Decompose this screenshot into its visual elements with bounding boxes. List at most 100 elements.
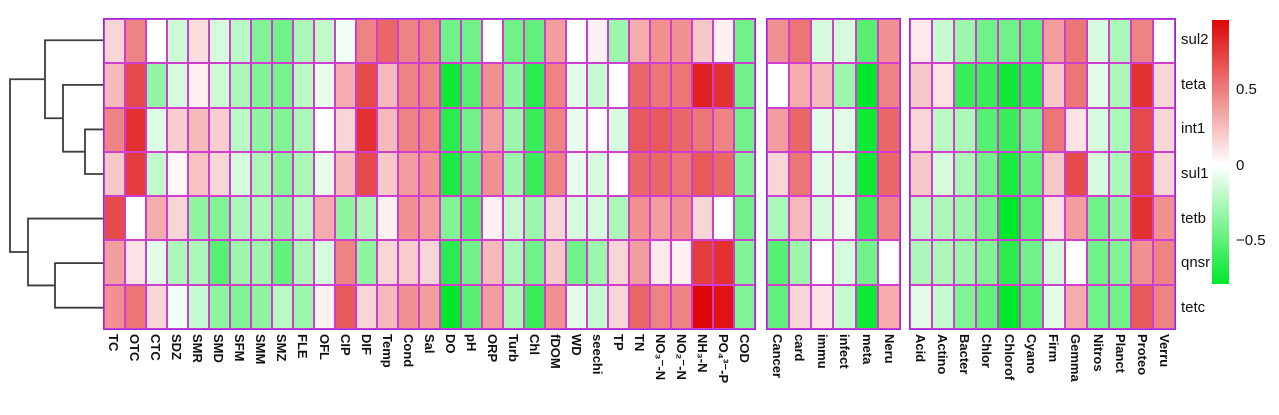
- heatmap-cell: [1108, 63, 1131, 108]
- heatmap-cell: [334, 151, 356, 197]
- heatmap-cell: [565, 151, 587, 197]
- heatmap-cell: [1152, 107, 1175, 152]
- heatmap-cell: [460, 196, 482, 241]
- heatmap-cell: [460, 240, 482, 285]
- heatmap-cell: [1130, 151, 1153, 197]
- heatmap-cell: [313, 19, 335, 64]
- heatmap-cell: [712, 240, 734, 285]
- heatmap-cell: [334, 63, 356, 108]
- heatmap-cell: [712, 196, 734, 241]
- heatmap-cell: [481, 151, 503, 197]
- heatmap-cell: [998, 63, 1021, 108]
- heatmap-cell: [833, 284, 856, 329]
- heatmap-cell: [767, 19, 790, 64]
- heatmap-cell: [1152, 284, 1175, 329]
- heatmap-cell: [811, 19, 834, 64]
- heatmap-cell: [104, 63, 125, 108]
- heatmap-cell: [1042, 107, 1065, 152]
- heatmap-cell: [691, 151, 713, 197]
- heatmap-cell: [166, 63, 188, 108]
- heatmap-cell: [439, 284, 461, 329]
- heatmap-cell: [586, 196, 608, 241]
- heatmap-cell: [628, 107, 650, 152]
- heatmap-cell: [565, 63, 587, 108]
- heatmap-cell: [607, 107, 629, 152]
- heatmap-cell: [544, 19, 566, 64]
- heatmap-cell: [789, 107, 812, 152]
- heatmap-cell: [1108, 19, 1131, 64]
- heatmap-cell: [145, 63, 167, 108]
- heatmap-cell: [767, 284, 790, 329]
- heatmap-cell: [460, 151, 482, 197]
- heatmap-cell: [523, 151, 545, 197]
- heatmap-cell: [124, 19, 146, 64]
- column-label: Gemma: [1068, 334, 1084, 382]
- heatmap-cell: [670, 196, 692, 241]
- heatmap-cell: [789, 63, 812, 108]
- heatmap-cell: [481, 19, 503, 64]
- heatmap-cell: [292, 63, 314, 108]
- heatmap-cell: [502, 196, 524, 241]
- heatmap-cell: [628, 196, 650, 241]
- heatmap-cell: [767, 63, 790, 108]
- heatmap-cell: [976, 284, 999, 329]
- heatmap-cell: [833, 196, 856, 241]
- heatmap-cell: [187, 63, 209, 108]
- column-label: CIP: [337, 334, 353, 356]
- heatmap-cell: [187, 284, 209, 329]
- heatmap-cell: [628, 284, 650, 329]
- heatmap-cell: [586, 63, 608, 108]
- heatmap-cell: [250, 240, 272, 285]
- heatmap-cell: [1108, 240, 1131, 285]
- heatmap-cell: [460, 63, 482, 108]
- heatmap-cell: [691, 107, 713, 152]
- heatmap-cell: [976, 63, 999, 108]
- heatmap-cell: [376, 284, 398, 329]
- heatmap-cell: [1086, 151, 1109, 197]
- column-label: Temp: [379, 334, 395, 368]
- heatmap-cell: [481, 196, 503, 241]
- heatmap-cell: [145, 284, 167, 329]
- heatmap-cell: [502, 107, 524, 152]
- heatmap-cell: [313, 151, 335, 197]
- heatmap-cell: [145, 151, 167, 197]
- column-label: Cyano: [1023, 334, 1039, 374]
- heatmap-cell: [1130, 19, 1153, 64]
- column-label: SMD: [211, 334, 227, 363]
- column-label: NH₃-N: [695, 334, 711, 373]
- heatmap-cell: [418, 284, 440, 329]
- heatmap-cell: [481, 240, 503, 285]
- column-label: SMM: [253, 334, 269, 365]
- heatmap-cell: [789, 19, 812, 64]
- heatmap-cell: [355, 196, 377, 241]
- heatmap-cell: [334, 284, 356, 329]
- heatmap-cell: [733, 151, 755, 197]
- heatmap-cell: [833, 240, 856, 285]
- heatmap-cell: [250, 63, 272, 108]
- heatmap-cell: [767, 151, 790, 197]
- heatmap-cell: [910, 63, 933, 108]
- heatmap-cell: [229, 284, 251, 329]
- heatmap-cell: [208, 284, 230, 329]
- heatmap-cell: [877, 19, 900, 64]
- column-label: OTC: [127, 334, 143, 362]
- colorbar-tick-label: −0.5: [1236, 231, 1266, 249]
- heatmap-cell: [910, 151, 933, 197]
- heatmap-cell: [1064, 240, 1087, 285]
- heatmap-cell: [481, 63, 503, 108]
- heatmap-cell: [1042, 19, 1065, 64]
- heatmap-cell: [998, 19, 1021, 64]
- heatmap-cell: [355, 284, 377, 329]
- heatmap-cell: [976, 151, 999, 197]
- heatmap-cell: [418, 19, 440, 64]
- heatmap-cell: [1064, 196, 1087, 241]
- heatmap-cell: [833, 151, 856, 197]
- heatmap-cell: [607, 240, 629, 285]
- column-label: SFM: [232, 334, 248, 362]
- heatmap-cell: [649, 107, 671, 152]
- heatmap-cell: [292, 240, 314, 285]
- heatmap-cell: [932, 196, 955, 241]
- row-label: tetb: [1181, 209, 1207, 227]
- heatmap-cell: [691, 63, 713, 108]
- heatmap-cell: [502, 284, 524, 329]
